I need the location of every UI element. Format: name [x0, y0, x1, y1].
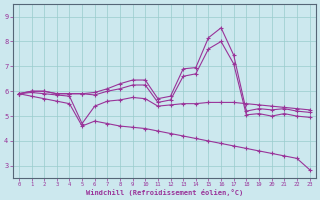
X-axis label: Windchill (Refroidissement éolien,°C): Windchill (Refroidissement éolien,°C)	[85, 189, 243, 196]
